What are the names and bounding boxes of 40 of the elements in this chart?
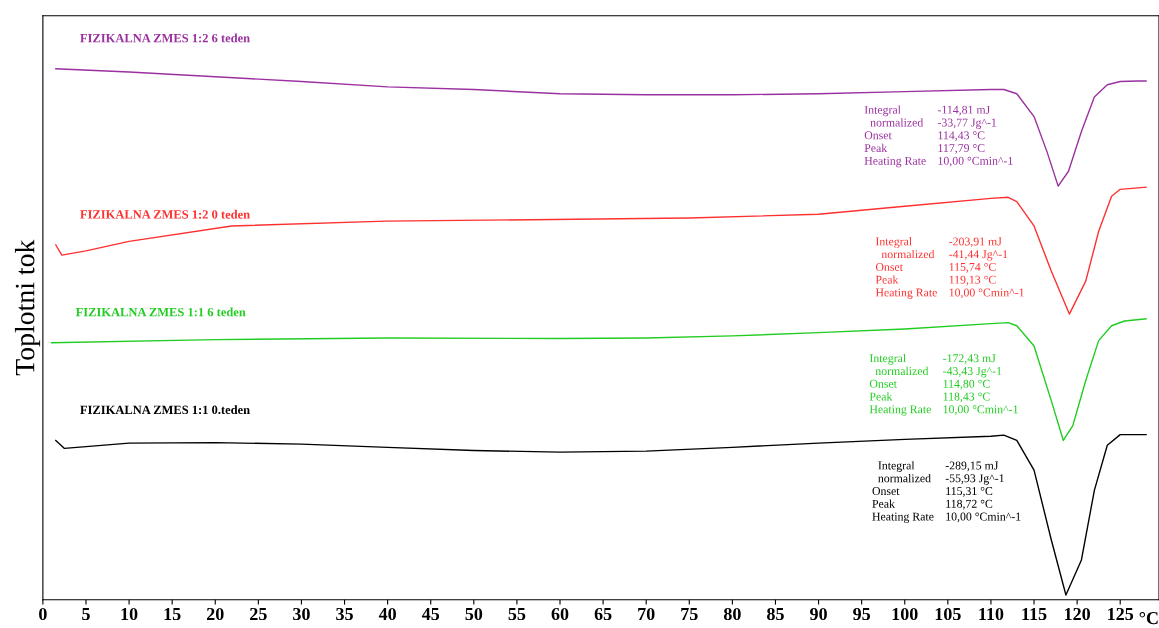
annotation: -203,91 mJ -41,44 Jg^-1 115,74 °C 119,13 °C 10,00 °Cmin^-1 — [949, 237, 1024, 299]
x-tick-label: 70 — [638, 607, 655, 621]
x-tick-label: 15 — [164, 607, 181, 621]
x-tick-label: 45 — [421, 608, 440, 621]
x-tick-label: 90 — [810, 607, 827, 621]
text: FIZIKALNA ZMES 1:1 0.teden — [80, 405, 250, 415]
x-tick-label: 85 — [767, 607, 784, 621]
x-tick-label: 60 — [551, 607, 569, 621]
y-axis-title: Toplotni tok — [14, 239, 41, 376]
x-tick-label: 65 — [594, 607, 612, 621]
x-tick-label: 105 — [935, 607, 961, 621]
x-tick-label: 30 — [293, 607, 310, 621]
series-label: FIZIKALNA ZMES 1:2 0 teden — [80, 209, 250, 219]
annotation: Integral normalized Onset Peak Heating Rate — [875, 237, 937, 299]
x-tick-label: 50 — [465, 607, 483, 621]
x-tick-label: 120 — [1065, 607, 1090, 621]
x-tick-label: 10 — [121, 607, 138, 621]
x-tick-label: 0 — [39, 607, 47, 621]
annotation: Integral normalized Onset Peak Heating Rate — [864, 105, 926, 168]
series-label: FIZIKALNA ZMES 1:1 6 teden — [75, 307, 246, 317]
x-tick-label: 115 — [1022, 607, 1047, 621]
x-tick-label: 20 — [206, 607, 224, 621]
annotation: -114,81 mJ -33,77 Jg^-1 114,43 °C 117,79 °C 10,00 °Cmin^-1 — [937, 105, 1013, 167]
x-tick-label: 40 — [378, 607, 396, 621]
x-tick-label: 55 — [508, 608, 526, 621]
x-tick-label: 110 — [979, 607, 1004, 621]
annotation: -289,15 mJ -55,93 Jg^-1 115,31 °C 118,72 °C 10,00 °Cmin^-1 — [945, 461, 1021, 523]
x-axis-title: °C — [1139, 611, 1158, 625]
x-tick-label: 25 — [250, 607, 267, 621]
x-tick-label: 95 — [853, 607, 871, 621]
x-tick-label: 35 — [336, 607, 353, 621]
x-tick-label: 5 — [82, 608, 90, 621]
x-tick-label: 125 — [1108, 607, 1134, 621]
x-tick-label: 100 — [892, 607, 918, 621]
x-tick-label: 75 — [681, 608, 698, 621]
text: FIZIKALNA ZMES 1:2 6 teden — [80, 33, 250, 43]
x-tick-label: 80 — [723, 607, 741, 621]
annotation: Integral normalized Onset Peak Heating Rate — [872, 461, 934, 523]
annotation: Integral normalized Onset Peak Heating Rate — [869, 353, 931, 416]
annotation: -172,43 mJ -43,43 Jg^-1 114,80 °C 118,43 °C 10,00 °Cmin^-1 — [943, 354, 1018, 415]
